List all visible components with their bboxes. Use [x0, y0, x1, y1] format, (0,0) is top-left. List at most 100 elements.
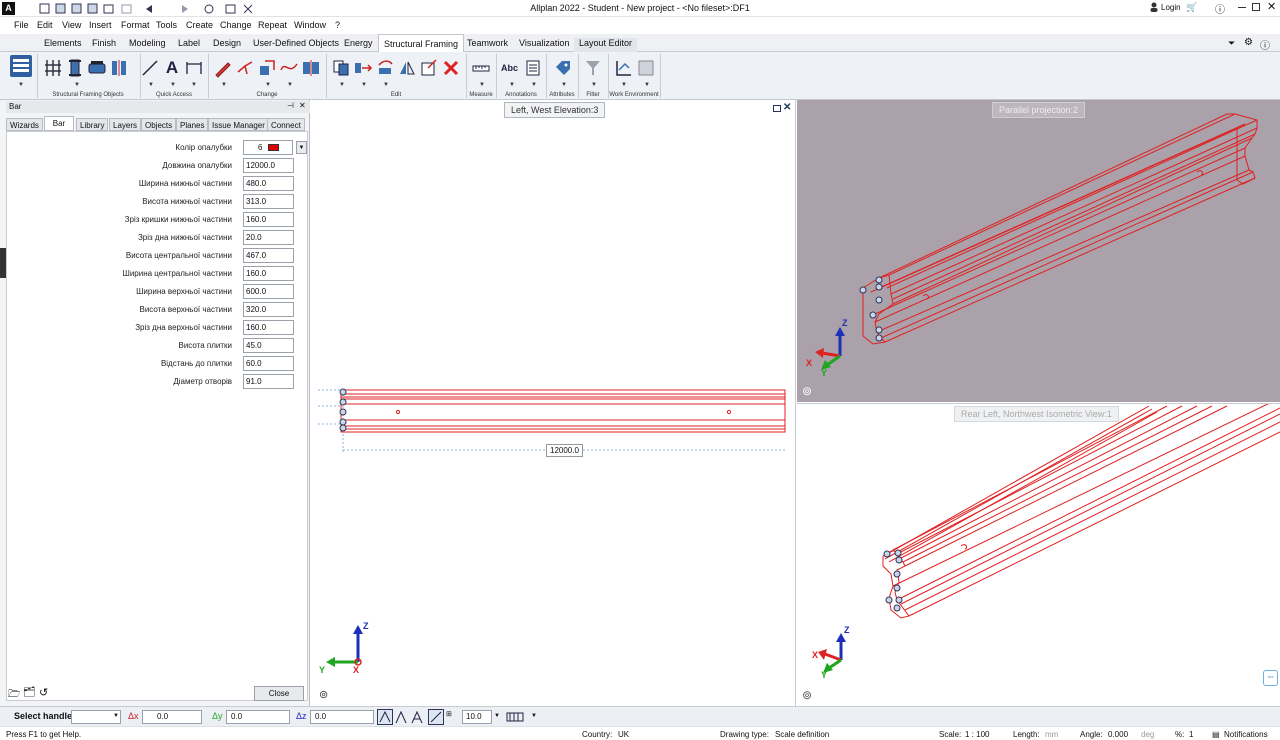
property-input[interactable]: 91.0 — [243, 374, 294, 389]
minimize-button[interactable] — [1238, 7, 1246, 8]
viewport-title[interactable]: Rear Left, Northwest Isometric View:1 — [954, 406, 1119, 422]
chevron-down-icon[interactable]: ▼ — [148, 82, 154, 88]
tab-design[interactable]: Design — [213, 38, 242, 48]
split-icon[interactable] — [301, 58, 321, 78]
chevron-down-icon[interactable]: ▼ — [494, 713, 500, 719]
column-icon[interactable] — [43, 58, 63, 78]
dy-input[interactable]: 0.0 — [226, 710, 290, 724]
menu-view[interactable]: View — [62, 20, 82, 30]
viewport-left-elevation[interactable]: Left, West Elevation:3 ✕ 12000.0 — [313, 100, 796, 706]
menu-format[interactable]: Format — [121, 20, 150, 30]
property-input[interactable]: 467.0 — [243, 248, 294, 263]
rotate-icon[interactable] — [375, 58, 395, 78]
move-icon[interactable] — [353, 58, 373, 78]
copy-icon[interactable] — [331, 58, 351, 78]
maximize-button[interactable] — [1252, 3, 1260, 11]
formwork-color-select[interactable]: 6 ▼ — [243, 140, 307, 155]
tab-finish[interactable]: Finish — [92, 38, 117, 48]
navigation-icon[interactable]: ⊚ — [319, 689, 329, 701]
close-button[interactable]: Close — [254, 686, 304, 701]
offset-icon[interactable] — [257, 58, 277, 78]
menu-window[interactable]: Window — [294, 20, 327, 30]
menu-repeat[interactable]: Repeat — [258, 20, 288, 30]
pick-icon[interactable] — [235, 58, 255, 78]
curve-icon[interactable] — [279, 58, 299, 78]
property-input[interactable]: 60.0 — [243, 356, 294, 371]
tab-issue-manager[interactable]: Issue Manager — [208, 118, 269, 131]
property-input[interactable]: 313.0 — [243, 194, 294, 209]
precast-icon[interactable] — [109, 58, 129, 78]
property-input[interactable]: 160.0 — [243, 212, 294, 227]
reset-icon[interactable]: ↺ — [39, 687, 49, 699]
percent-value[interactable]: 1 — [1189, 730, 1194, 739]
chevron-down-icon[interactable]: ▼ — [561, 82, 567, 88]
notifications-icon[interactable]: ▤ — [1212, 730, 1220, 739]
work-plane-icon[interactable] — [636, 58, 656, 78]
allplan-logo[interactable]: A — [2, 2, 15, 15]
ribbon-help-icon[interactable]: ⓘ — [1260, 41, 1270, 52]
property-input[interactable]: 160.0 — [243, 320, 294, 335]
viewport-title[interactable]: Left, West Elevation:3 — [504, 102, 606, 118]
country-value[interactable]: UK — [618, 730, 630, 739]
tab-elements[interactable]: Elements — [44, 38, 82, 48]
tab-user-defined-objects[interactable]: User-Defined Objects — [253, 38, 340, 48]
tab-label[interactable]: Label — [178, 38, 201, 48]
menu-insert[interactable]: Insert — [89, 20, 112, 30]
chevron-down-icon[interactable]: ▼ — [18, 82, 24, 88]
chevron-down-icon[interactable]: ▼ — [170, 82, 176, 88]
tab-wizards[interactable]: Wizards — [6, 118, 43, 131]
tab-visualization[interactable]: Visualization — [519, 38, 570, 48]
open-favorite-icon[interactable]: 🗁 — [8, 689, 21, 700]
menu-tools[interactable]: Tools — [156, 20, 178, 30]
handle-dropdown[interactable] — [71, 710, 121, 724]
navigation-icon[interactable]: ⊚ — [802, 688, 813, 702]
viewport-parallel-projection[interactable]: Parallel projection:2 Z X Y ⊚ — [797, 100, 1280, 402]
viewport-isometric[interactable]: Rear Left, Northwest Isometric View:1 Z … — [797, 403, 1280, 706]
chevron-down-icon[interactable]: ▼ — [479, 82, 485, 88]
beam-3d-model[interactable] — [797, 100, 1280, 402]
palette-close-icon[interactable]: ✕ — [299, 101, 306, 110]
text-icon[interactable]: A — [165, 58, 179, 77]
property-input[interactable]: 160.0 — [243, 266, 294, 281]
save-favorite-icon[interactable]: 🗂 — [23, 687, 36, 698]
chevron-down-icon[interactable]: ▼ — [509, 82, 515, 88]
pin-icon[interactable]: ⊣ — [287, 101, 294, 110]
mirror-icon[interactable] — [397, 58, 417, 78]
cart-icon[interactable]: 🛒 — [1186, 2, 1198, 12]
tab-layout-editor[interactable]: Layout Editor — [574, 38, 638, 52]
tab-structural-framing[interactable]: Structural Framing — [378, 34, 465, 52]
track-icon[interactable] — [428, 709, 444, 725]
chevron-down-icon[interactable]: ▼ — [221, 82, 227, 88]
elevation-drawing[interactable] — [313, 380, 796, 460]
viewport-title[interactable]: Parallel projection:2 — [992, 102, 1086, 118]
navigation-icon[interactable]: ⊚ — [802, 384, 813, 398]
property-input[interactable]: 20.0 — [243, 230, 294, 245]
filter-icon[interactable] — [583, 58, 603, 78]
menu-create[interactable]: Create — [186, 20, 214, 30]
grid-size-input[interactable]: 10.0 — [462, 710, 492, 724]
stretch-icon[interactable] — [419, 58, 439, 78]
snap-point-icon[interactable] — [377, 709, 393, 725]
side-panel-toggle-icon[interactable]: ⇔ — [1263, 670, 1278, 686]
dx-input[interactable]: 0.0 — [142, 710, 202, 724]
menu-change[interactable]: Change — [220, 20, 252, 30]
dimension-value-label[interactable]: 12000.0 — [546, 444, 583, 457]
bar-icon[interactable] — [87, 58, 107, 78]
tab-modeling[interactable]: Modeling — [129, 38, 166, 48]
close-viewport-icon[interactable]: ✕ — [783, 102, 792, 113]
delete-icon[interactable] — [441, 58, 461, 78]
angle-value[interactable]: 0.000 — [1108, 730, 1129, 739]
chevron-down-icon[interactable]: ▼ — [191, 82, 197, 88]
chevron-down-icon[interactable]: ▼ — [591, 82, 597, 88]
line-icon[interactable] — [140, 58, 160, 78]
snap-intersection-icon[interactable] — [394, 709, 408, 725]
ribbon-options-icon[interactable]: ⏷ — [1228, 38, 1236, 48]
login-link[interactable]: Login — [1161, 3, 1181, 12]
tab-layers[interactable]: Layers — [109, 118, 142, 131]
settings-icon[interactable]: ⚙ — [1244, 37, 1253, 48]
snap-midpoint-icon[interactable] — [410, 709, 424, 725]
grid-icon[interactable]: ⊞ — [446, 711, 452, 718]
plane-icon[interactable] — [506, 710, 524, 724]
measure-icon[interactable] — [471, 58, 491, 78]
menu-edit[interactable]: Edit — [37, 20, 53, 30]
